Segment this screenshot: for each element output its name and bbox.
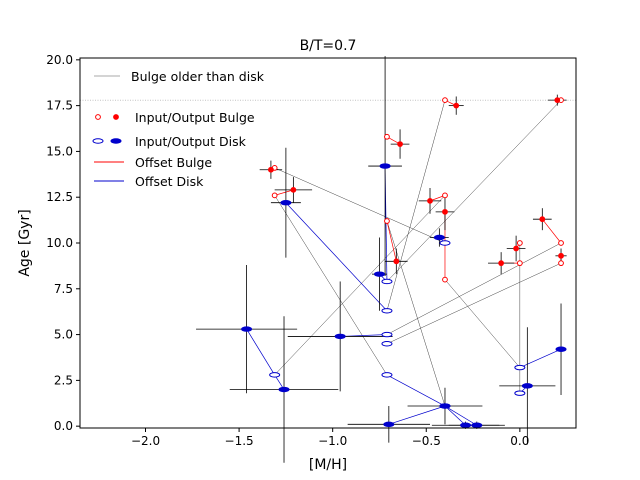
x-axis-label: [M/H] [309,457,347,473]
x-tick-label: −0.5 [412,434,441,448]
disk-offset-line [444,405,466,426]
bulge-output-marker [539,216,546,223]
disk-input-marker [381,372,393,378]
disk-output-marker [373,271,385,277]
disk-output-marker [521,383,533,389]
y-axis-label: Age [Gyr] [17,209,33,276]
bulge-output-marker [513,245,520,252]
legend-label-offset-disk: Offset Disk [135,174,204,189]
pair-line [274,167,446,244]
disk-output-marker [334,333,346,340]
disk-input-marker [381,341,393,347]
legend-swatch-bulge-output [113,114,119,120]
legend-label-disk: Input/Output Disk [135,134,247,149]
pair-line [274,195,388,376]
disk-input-marker [439,240,451,246]
disk-offset-line [386,374,446,407]
disk-input-marker [514,364,526,371]
bulge-input-marker [516,240,523,246]
bulge-output-marker [427,197,433,204]
x-tick-label: −1.0 [318,434,347,448]
pair-line [386,99,562,282]
bulge-input-marker [384,133,390,140]
disk-output-marker [471,422,483,428]
pair-line [386,262,562,344]
x-tick-label: 0.0 [510,434,529,448]
disk-output-marker [241,326,253,332]
bulge-input-marker [442,192,448,199]
disk-output-marker [433,234,445,241]
chart-title: B/T=0.7 [300,38,357,54]
disk-output-marker [555,346,567,352]
legend-swatch-bulge-input [95,114,101,120]
y-tick-label: 15.0 [46,144,73,158]
disk-input-marker [381,278,393,285]
disk-output-marker [439,403,451,409]
pair-line [386,100,446,311]
bulge-input-marker [442,276,448,283]
y-tick-label: 10.0 [46,236,73,250]
bulge-output-marker [268,166,274,173]
y-tick-label: 12.5 [46,190,73,204]
legend-label-bulge: Input/Output Bulge [135,110,255,125]
legend-label-offset-bulge: Offset Bulge [135,155,212,170]
pair-line [444,279,521,368]
disk-offset-line [285,202,388,312]
disk-output-marker [278,386,290,393]
y-tick-label: 20.0 [46,53,73,67]
pair-lines [274,99,562,407]
bulge-input-marker [558,260,564,267]
x-tick-label: −1.5 [225,434,254,448]
bulge-output-marker [393,258,400,265]
disk-offset-line [444,405,477,426]
y-axis: 0.0 2.5 5.0 7.5 10.0 12.5 15.0 17.5 20.0 [46,53,80,433]
disk-input-marker [381,331,393,338]
bulge-output-marker [453,102,460,109]
y-tick-label: 2.5 [54,373,73,387]
bulge-output-marker [498,260,505,267]
disk-offset-lines [246,166,562,426]
y-tick-label: 5.0 [54,328,73,342]
bulge-offset-line [274,189,294,196]
legend: Bulge older than disk Input/Output Bulge… [92,69,265,189]
legend-swatch-disk-output [110,138,122,144]
pair-line [274,195,446,376]
bulge-input-marker [516,260,523,267]
x-tick-label: −2.0 [131,434,160,448]
disk-input-marker [269,372,281,378]
y-tick-label: 7.5 [54,282,73,296]
bulge-offset-line [386,220,397,262]
bulge-output-marker [554,97,561,104]
disk-output-marker [460,422,472,428]
disk-output-marker [379,163,391,169]
x-axis: −2.0 −1.5 −1.0 −0.5 0.0 [131,428,529,448]
disk-offset-line [388,405,446,425]
legend-label-reference: Bulge older than disk [131,69,265,84]
legend-swatch-disk-input [92,138,104,144]
bulge-output-marker [558,252,564,259]
bulge-offset-line [542,218,562,244]
pair-line [386,242,562,335]
bulge-input-marker [271,192,278,199]
bulge-output-marker [397,141,403,147]
disk-offset-line [246,328,275,376]
bulge-output-marker [442,208,448,215]
disk-output-marker [280,200,292,206]
disk-input-marker [514,390,526,396]
bulge-output-marker [290,186,297,193]
markers [241,97,567,428]
y-tick-label: 0.0 [54,419,73,433]
disk-offset-line [519,348,562,368]
bulge-input-marker [384,218,390,224]
disk-input-marker [381,308,393,314]
bulge-input-marker [558,240,564,246]
plot-background [80,58,576,428]
y-tick-label: 17.5 [46,99,73,113]
disk-output-marker [383,421,395,428]
bulge-input-marker [442,97,448,104]
